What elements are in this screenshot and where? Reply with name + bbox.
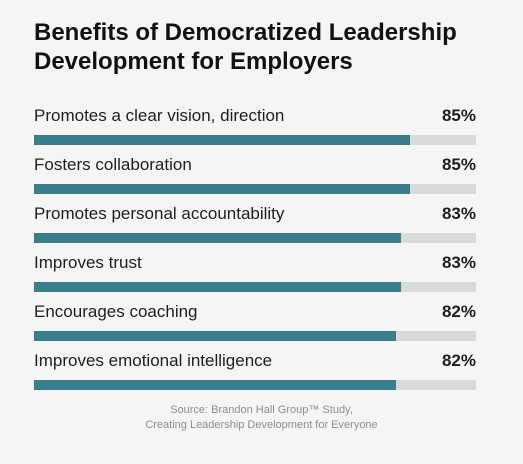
bar-value-label: 85% (441, 106, 476, 125)
bar-track (34, 184, 476, 194)
bar-track (34, 135, 476, 145)
chart-title-line-2: Development for Employers (34, 48, 353, 75)
bar-row: Promotes a clear vision, direction 85% (34, 104, 476, 153)
bar-track (34, 233, 476, 243)
bar-fill (34, 380, 397, 390)
bar-fill (34, 282, 401, 292)
bar-row: Improves trust 83% (34, 251, 476, 300)
bar-value-label: 82% (441, 351, 476, 370)
bar-label: Encourages coaching (34, 302, 198, 321)
bar-rows: Promotes a clear vision, direction 85% Fos… (34, 104, 476, 398)
bar-track (34, 331, 476, 341)
bar-track (34, 380, 476, 390)
chart-title: Benefits of Democratized Leadership Deve… (34, 18, 504, 76)
bar-label: Promotes personal accountability (34, 204, 285, 223)
bar-row: Promotes personal accountability 83% (34, 202, 476, 251)
bar-label: Fosters collaboration (34, 155, 192, 174)
chart-title-line-1: Benefits of Democratized Leadership (34, 19, 457, 46)
bar-row: Improves emotional intelligence 82% (34, 349, 476, 398)
bar-row: Encourages coaching 82% (34, 300, 476, 349)
bar-label: Improves trust (34, 253, 142, 272)
bar-fill (34, 135, 410, 145)
source-line-1: Source: Brandon Hall Group™ Study, (170, 404, 353, 416)
bar-value-label: 82% (441, 302, 476, 321)
bar-value-label: 83% (441, 204, 476, 223)
bar-value-label: 83% (441, 253, 476, 272)
bar-label: Improves emotional intelligence (34, 351, 273, 370)
bar-value-label: 85% (441, 155, 476, 174)
bar-fill (34, 331, 397, 341)
source-note: Source: Brandon Hall Group™ Study, Creat… (0, 403, 523, 433)
bar-row: Fosters collaboration 85% (34, 153, 476, 202)
bar-fill (34, 184, 410, 194)
bar-track (34, 282, 476, 292)
bar-label: Promotes a clear vision, direction (34, 106, 285, 125)
bar-fill (34, 233, 401, 243)
source-line-2: Creating Leadership Development for Ever… (145, 419, 378, 431)
